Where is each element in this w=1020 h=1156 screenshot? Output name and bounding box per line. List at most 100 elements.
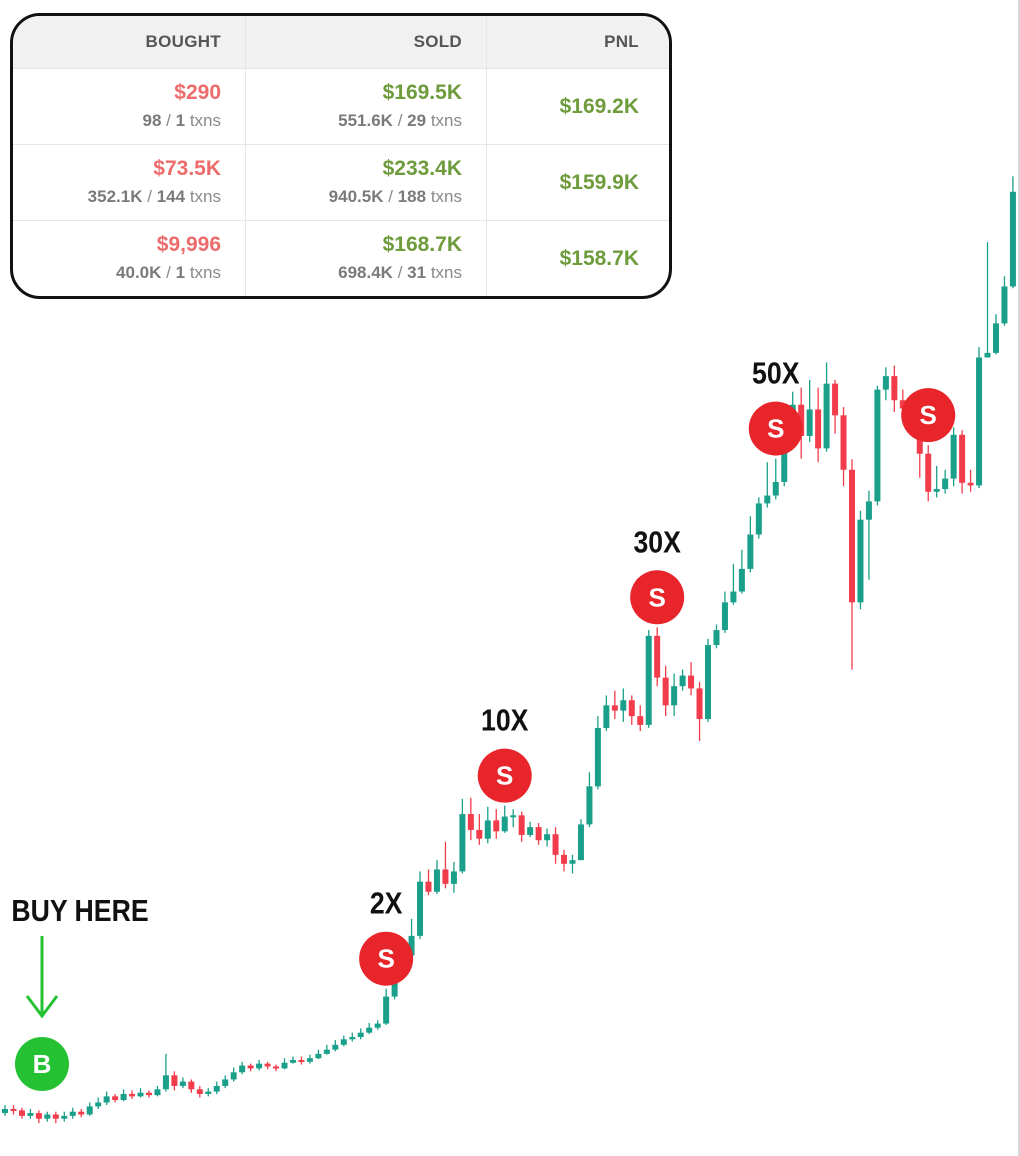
candle <box>806 379 813 443</box>
candle <box>103 1091 110 1106</box>
candle-body <box>120 1093 127 1100</box>
txns-label: txns <box>430 187 462 206</box>
candle-body <box>594 727 601 787</box>
sell-marker-icon <box>630 570 685 625</box>
candle <box>179 1077 186 1089</box>
candle-body <box>103 1096 110 1103</box>
candle-body <box>264 1063 271 1067</box>
candle-body <box>730 591 737 603</box>
candle-body <box>18 1110 25 1116</box>
candle <box>738 549 745 594</box>
candle-body <box>10 1109 17 1112</box>
candle-body <box>179 1081 186 1086</box>
candle-body <box>239 1065 246 1073</box>
candle <box>264 1061 271 1070</box>
candle <box>1009 176 1016 289</box>
candle-body <box>637 716 644 725</box>
candle-body <box>78 1111 85 1115</box>
candle <box>882 367 889 401</box>
sold-detail: 940.5K / 188 txns <box>329 185 462 209</box>
candle <box>959 430 966 494</box>
candle <box>247 1063 254 1072</box>
candle <box>306 1054 313 1064</box>
candle-body <box>874 389 881 502</box>
candle-body <box>815 409 822 449</box>
candle-body <box>35 1113 42 1119</box>
candle-body <box>764 495 771 504</box>
buy-here-label: BUY HERE <box>11 894 148 928</box>
candle <box>679 669 686 691</box>
candle <box>171 1071 178 1091</box>
candle-body <box>417 881 424 936</box>
candle <box>628 695 635 725</box>
candle <box>874 385 881 506</box>
candle-body <box>518 815 525 835</box>
candle-body <box>86 1106 93 1115</box>
bought-txns: 1 <box>175 111 186 130</box>
table-header: BOUGHT SOLD PNL <box>13 16 669 69</box>
candle-body <box>2 1109 8 1114</box>
candle <box>213 1081 220 1094</box>
candle <box>976 346 983 489</box>
candle <box>61 1111 68 1122</box>
candle <box>112 1093 119 1103</box>
candle-body <box>662 677 669 706</box>
candle <box>230 1067 237 1082</box>
candle <box>95 1097 102 1110</box>
candle <box>501 805 508 833</box>
candle-body <box>942 478 949 490</box>
pnl-amount: $158.7K <box>559 246 639 270</box>
candle-body <box>247 1065 254 1069</box>
bought-detail: 352.1K / 144 txns <box>88 185 221 209</box>
candle-body <box>772 481 779 496</box>
sell-marker-letter: S <box>767 414 784 444</box>
sold-detail: 698.4K / 31 txns <box>338 261 462 285</box>
candle-body <box>289 1060 296 1063</box>
candle <box>349 1032 356 1042</box>
candle-body <box>849 469 855 603</box>
candle-body <box>27 1113 34 1116</box>
candle-body <box>747 534 754 569</box>
candle-body <box>840 415 847 470</box>
candle-body <box>188 1081 195 1090</box>
candle <box>942 469 949 494</box>
candle <box>35 1110 42 1124</box>
candle <box>755 497 762 539</box>
candle-body <box>145 1092 152 1096</box>
separator: / <box>397 111 403 130</box>
candle <box>1001 276 1008 326</box>
candle-body <box>256 1063 263 1069</box>
candle <box>44 1111 51 1122</box>
candle-body <box>213 1085 220 1092</box>
candle-body <box>705 645 712 719</box>
candle-body <box>332 1044 339 1050</box>
sold-txns: 31 <box>407 263 427 282</box>
bought-cell: $290 98 / 1 txns <box>13 69 246 144</box>
candle <box>425 869 432 896</box>
candle-body <box>899 400 906 409</box>
separator: / <box>388 187 393 206</box>
candle <box>925 445 932 502</box>
trade-markers: B BUY HERE S 2X S 10X S 30X S 50X S <box>11 357 956 1091</box>
bought-tokens: 40.0K <box>116 263 162 282</box>
candle-body <box>1009 191 1016 287</box>
candle-body <box>611 705 618 711</box>
candle <box>239 1061 246 1075</box>
bought-detail: 98 / 1 txns <box>142 109 221 133</box>
candle-body <box>52 1114 59 1119</box>
candle <box>484 806 491 844</box>
candle-body <box>823 383 830 449</box>
candle <box>586 772 593 828</box>
sold-cell: $169.5K 551.6K / 29 txns <box>246 69 487 144</box>
candle-body <box>154 1089 161 1096</box>
candle <box>493 809 500 839</box>
candle <box>120 1089 127 1102</box>
bought-txns: 1 <box>175 263 186 282</box>
candle <box>510 809 517 828</box>
candle-body <box>527 827 534 835</box>
header-pnl: PNL <box>604 32 639 51</box>
sold-cell: $168.7K 698.4K / 31 txns <box>246 221 487 296</box>
candle <box>823 362 830 452</box>
candle <box>552 827 559 864</box>
pnl-cell: $169.2K <box>487 69 663 144</box>
